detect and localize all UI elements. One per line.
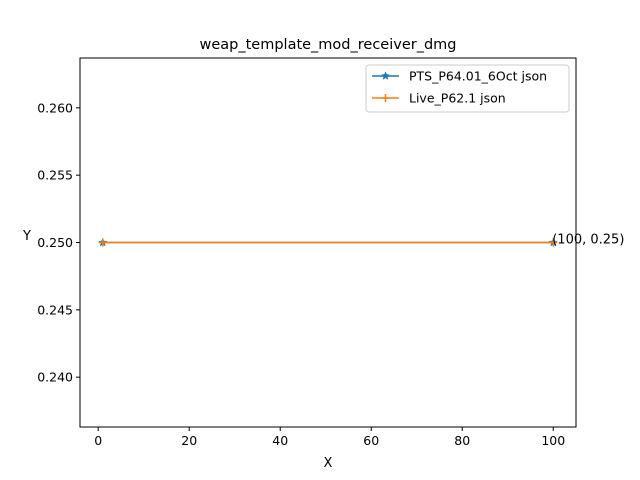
legend-swatch-marker (381, 94, 390, 102)
y-tick-label: 0.245 (37, 302, 73, 317)
x-tick-label: 60 (363, 433, 379, 448)
legend: PTS_P64.01_6Oct json Live_P62.1 json (365, 64, 570, 113)
series-point (98, 238, 107, 247)
series-1 (98, 238, 558, 247)
x-axis-title: X (324, 456, 333, 471)
x-tick-label: 100 (541, 433, 565, 448)
x-tick-label: 40 (272, 433, 288, 448)
series-point (549, 238, 558, 247)
x-tick-label: 80 (454, 433, 470, 448)
x-tick-label: 20 (181, 433, 197, 448)
y-tick-label: 0.260 (37, 100, 73, 115)
point-annotation: (100, 0.25) (552, 233, 624, 248)
y-tick-label: 0.255 (37, 168, 73, 183)
legend-item: Live_P62.1 json (372, 91, 506, 106)
legend-label: Live_P62.1 json (409, 91, 506, 106)
x-tick-label: 0 (94, 433, 102, 448)
legend-label: PTS_P64.01_6Oct json (409, 69, 547, 84)
legend-item: PTS_P64.01_6Oct json (372, 69, 547, 84)
chart-title: weap_template_mod_receiver_dmg (199, 37, 456, 53)
plot-area: 0 20 40 60 80 100 0.240 0.245 0.250 0.255 0.260 (10… (37, 57, 624, 448)
legend-swatch-marker (380, 71, 391, 80)
y-tick-label: 0.240 (37, 370, 73, 385)
legend-box (365, 64, 570, 113)
y-axis-title: Y (22, 229, 31, 244)
y-tick-label: 0.250 (37, 235, 73, 250)
